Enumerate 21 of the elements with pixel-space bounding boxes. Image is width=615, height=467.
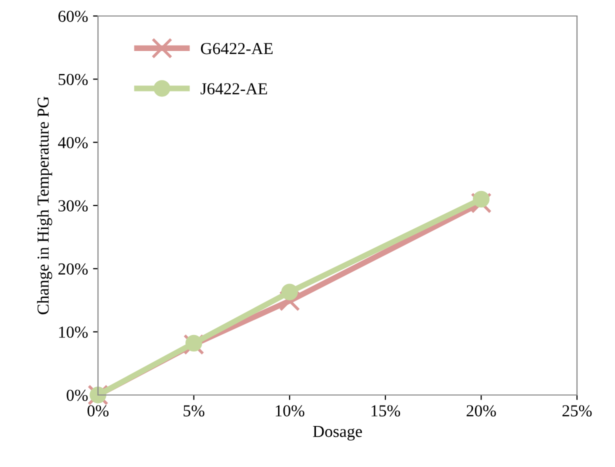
legend-label: J6422-AE [200,83,268,94]
y-tick-label: 30% [58,200,88,212]
y-tick-label: 0% [66,390,88,401]
legend-label: G6422-AE [200,43,273,54]
point [470,192,492,214]
x-tick-label: 10% [276,405,304,417]
x-tick-label: 0% [88,405,109,417]
point [472,190,490,208]
y-tick-label: 60% [58,10,88,22]
x-tick-label: 25% [562,405,592,417]
y-axis-title: Change in High Temperature PG [37,96,52,314]
y-tick-label: 40% [58,137,88,148]
x-tick-label: 15% [372,405,400,417]
x-tick-label: 20% [466,405,496,417]
x-axis-title: Dosage [312,426,362,441]
y-tick-label: 50% [58,74,88,86]
point [281,284,298,300]
y-tick-label: 20% [58,263,88,275]
y-tick-label: 10% [59,326,88,338]
point [279,290,300,312]
x-tick-label: 5% [184,405,204,417]
